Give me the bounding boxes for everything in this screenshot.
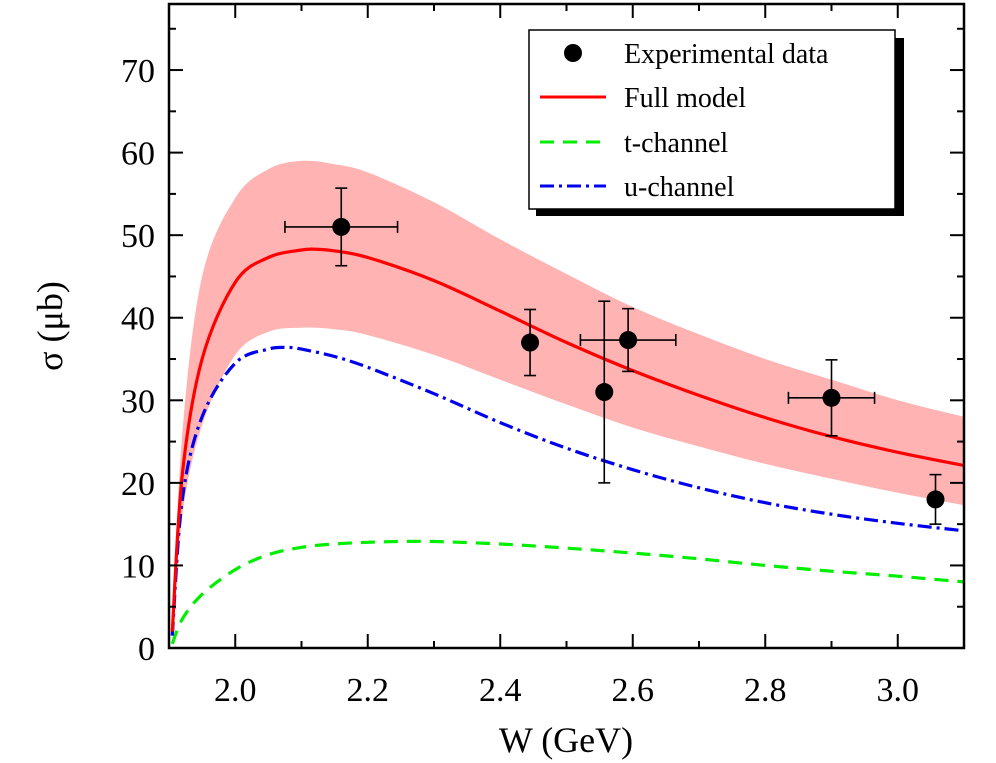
full-model-curve <box>170 247 964 632</box>
y-tick-label: 70 <box>121 53 155 90</box>
data-point <box>284 187 399 267</box>
data-point <box>521 308 540 377</box>
legend-box <box>528 29 896 210</box>
axis-ticks-layer: 2.0 2.2 2.4 2.6 2.8 3.0 0 10 20 30 40 50 60 70 <box>121 4 965 709</box>
data-point <box>595 300 614 484</box>
legend-marker-experimental-data <box>564 44 582 62</box>
data-marker <box>926 490 945 509</box>
data-point <box>579 307 677 373</box>
model-uncertainty-band-layer <box>172 160 964 640</box>
y-tick-label: 50 <box>121 218 155 255</box>
legend-label-t-channel: t-channel <box>624 128 728 159</box>
data-marker <box>332 217 351 236</box>
experimental-data-layer <box>284 187 945 525</box>
data-point <box>926 473 945 525</box>
data-marker <box>595 383 614 402</box>
legend-label-u-channel: u-channel <box>624 172 735 203</box>
legend: Experimental data Full model t-channel u… <box>528 29 904 216</box>
data-marker <box>521 333 540 352</box>
x-tick-label: 2.0 <box>214 672 257 709</box>
x-tick-label: 2.8 <box>744 672 787 709</box>
y-tick-label: 0 <box>138 631 155 668</box>
legend-label-experimental-data: Experimental data <box>624 39 829 70</box>
t-channel-curve <box>170 539 964 645</box>
model-curves-layer <box>170 247 964 645</box>
x-tick-label: 2.2 <box>347 672 390 709</box>
y-axis-title: σ (μb) <box>30 281 70 371</box>
u-channel-curve <box>170 345 964 636</box>
x-axis-title: W (GeV) <box>499 720 633 760</box>
y-tick-label: 30 <box>121 383 155 420</box>
x-tick-label: 3.0 <box>877 672 920 709</box>
y-tick-label: 60 <box>121 136 155 173</box>
y-tick-label: 20 <box>121 466 155 503</box>
data-marker <box>619 331 638 350</box>
x-tick-label: 2.6 <box>612 672 655 709</box>
data-marker <box>822 388 841 407</box>
legend-label-full-model: Full model <box>624 83 746 114</box>
x-tick-label: 2.4 <box>479 672 522 709</box>
model-uncertainty-band <box>172 160 964 640</box>
data-point <box>787 359 876 437</box>
y-tick-label: 40 <box>121 301 155 338</box>
y-tick-label: 10 <box>121 548 155 585</box>
